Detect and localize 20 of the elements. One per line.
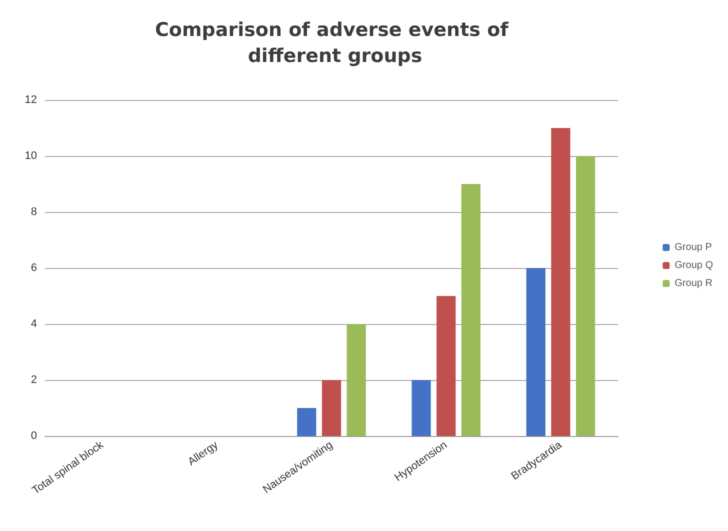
y-tick-label: 12: [24, 94, 37, 106]
bar: [346, 324, 366, 436]
y-tick-label: 2: [30, 374, 37, 386]
bar: [551, 128, 570, 436]
y-tick-label: 4: [30, 318, 37, 330]
bar: [322, 380, 342, 436]
bar: [436, 296, 456, 436]
bar: [526, 268, 546, 436]
y-tick-label: 8: [30, 206, 37, 218]
legend-label: Group Q: [674, 260, 714, 271]
legend-label: Group R: [674, 278, 712, 289]
y-tick-label: 10: [24, 150, 37, 162]
bar: [461, 184, 480, 436]
bar: [297, 408, 316, 436]
chart-title: Comparison of adverse events of different groups: [154, 19, 516, 67]
legend-label: Group P: [674, 242, 712, 253]
y-tick-label: 0: [30, 430, 37, 442]
bar: [412, 380, 431, 436]
y-tick-label: 6: [30, 262, 37, 274]
bar: [576, 156, 596, 436]
